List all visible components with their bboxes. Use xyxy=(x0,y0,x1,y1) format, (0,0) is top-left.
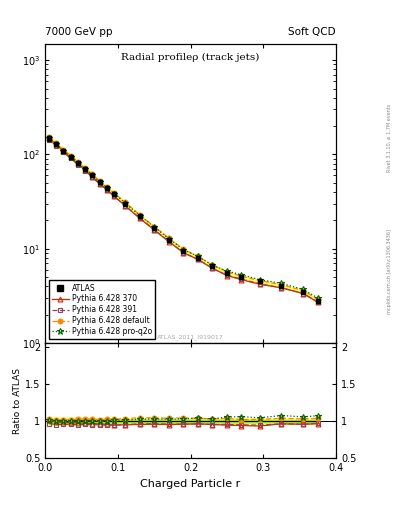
Text: 7000 GeV pp: 7000 GeV pp xyxy=(45,27,113,37)
Text: mcplots.cern.ch [arXiv:1306.3436]: mcplots.cern.ch [arXiv:1306.3436] xyxy=(387,229,392,314)
Text: ATLAS_2011_I919017: ATLAS_2011_I919017 xyxy=(157,334,224,340)
Y-axis label: Ratio to ATLAS: Ratio to ATLAS xyxy=(13,368,22,434)
Text: Rivet 3.1.10, ≥ 1.7M events: Rivet 3.1.10, ≥ 1.7M events xyxy=(387,104,392,173)
X-axis label: Charged Particle r: Charged Particle r xyxy=(140,479,241,488)
Text: Radial profileρ (track jets): Radial profileρ (track jets) xyxy=(121,53,260,61)
Text: Soft QCD: Soft QCD xyxy=(288,27,336,37)
Legend: ATLAS, Pythia 6.428 370, Pythia 6.428 391, Pythia 6.428 default, Pythia 6.428 pr: ATLAS, Pythia 6.428 370, Pythia 6.428 39… xyxy=(49,281,155,339)
